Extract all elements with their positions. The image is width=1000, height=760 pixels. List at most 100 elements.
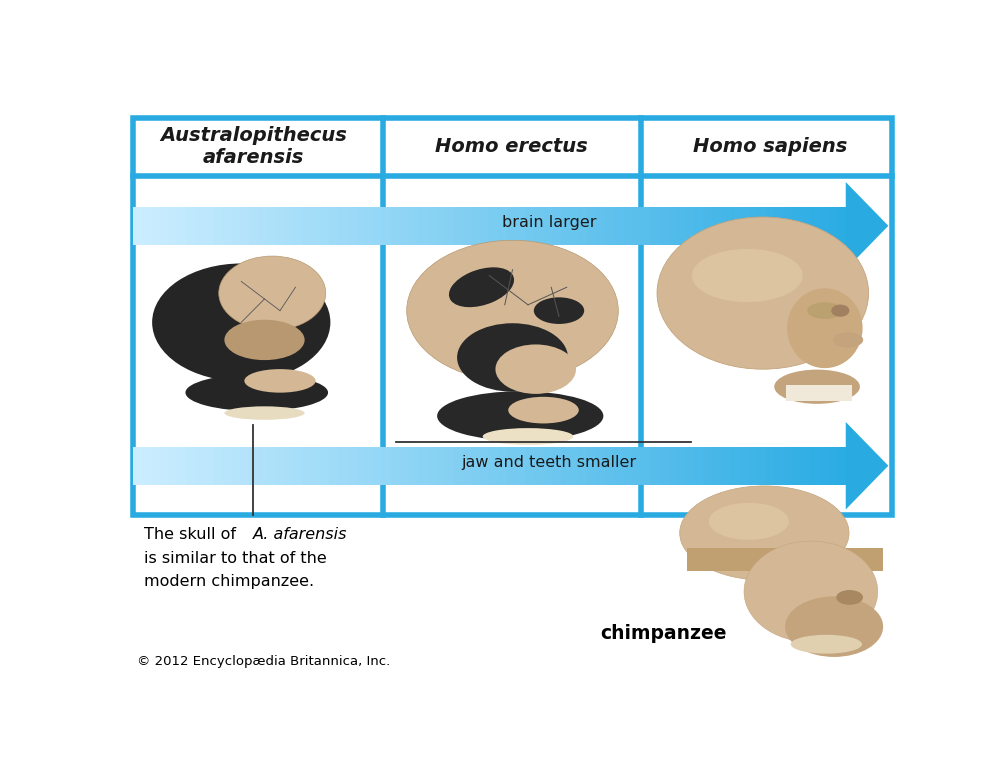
Bar	[659, 447, 668, 485]
Bar	[659, 207, 668, 245]
Bar	[249, 447, 258, 485]
Ellipse shape	[508, 397, 579, 423]
Bar	[177, 207, 187, 245]
Bar	[418, 447, 428, 485]
Bar	[311, 447, 321, 485]
Bar	[561, 447, 570, 485]
Bar	[757, 207, 766, 245]
Bar	[436, 207, 445, 245]
Bar	[168, 207, 178, 245]
Bar	[774, 447, 784, 485]
FancyBboxPatch shape	[133, 118, 892, 515]
Bar	[837, 447, 847, 485]
Bar	[507, 447, 517, 485]
Ellipse shape	[833, 332, 863, 347]
Bar	[668, 207, 677, 245]
Bar	[641, 447, 650, 485]
Bar	[748, 207, 757, 245]
Bar	[596, 447, 606, 485]
Bar	[266, 447, 276, 485]
Ellipse shape	[774, 369, 860, 404]
Bar	[159, 447, 169, 485]
Bar	[356, 447, 365, 485]
Bar	[347, 207, 356, 245]
Bar	[186, 447, 196, 485]
Bar	[266, 207, 276, 245]
Bar	[632, 207, 642, 245]
Ellipse shape	[483, 428, 573, 445]
Bar	[329, 207, 339, 245]
Bar	[569, 447, 579, 485]
Bar	[142, 447, 151, 485]
Bar	[801, 447, 811, 485]
Ellipse shape	[836, 590, 863, 605]
Ellipse shape	[244, 369, 316, 393]
Bar	[766, 207, 775, 245]
Bar	[605, 207, 615, 245]
Bar	[382, 207, 392, 245]
Bar	[454, 447, 463, 485]
Bar	[525, 447, 535, 485]
Bar	[240, 447, 249, 485]
Bar	[676, 207, 686, 245]
Bar	[730, 447, 740, 485]
Bar	[151, 207, 160, 245]
Bar	[694, 207, 704, 245]
Bar	[641, 207, 650, 245]
Bar	[454, 207, 463, 245]
Bar	[605, 447, 615, 485]
Bar	[730, 207, 740, 245]
Bar	[204, 207, 214, 245]
Bar	[534, 207, 544, 245]
Bar	[837, 207, 847, 245]
Ellipse shape	[787, 288, 863, 368]
Bar	[774, 207, 784, 245]
Ellipse shape	[185, 374, 328, 411]
Bar	[810, 447, 820, 485]
Bar	[213, 447, 223, 485]
Bar	[311, 207, 321, 245]
Bar	[810, 207, 820, 245]
Bar	[801, 207, 811, 245]
Polygon shape	[846, 422, 888, 509]
Bar	[703, 447, 713, 485]
Bar	[373, 447, 383, 485]
Bar	[302, 447, 312, 485]
Text: Homo erectus: Homo erectus	[435, 138, 588, 157]
Text: Australopithecus
afarensis: Australopithecus afarensis	[160, 126, 347, 167]
Bar	[338, 447, 347, 485]
Bar	[320, 207, 330, 245]
Bar	[133, 207, 142, 245]
Bar	[480, 207, 490, 245]
Ellipse shape	[831, 305, 849, 317]
Bar	[543, 447, 552, 485]
Bar	[766, 447, 775, 485]
Bar	[694, 447, 704, 485]
Bar	[650, 207, 659, 245]
Ellipse shape	[407, 240, 618, 381]
Bar	[792, 447, 802, 485]
Ellipse shape	[457, 323, 568, 391]
Bar	[293, 447, 303, 485]
Bar	[338, 207, 347, 245]
Ellipse shape	[495, 344, 576, 394]
Bar	[578, 447, 588, 485]
Bar	[587, 447, 597, 485]
Text: chimpanzee: chimpanzee	[600, 624, 727, 643]
Bar	[703, 207, 713, 245]
Bar	[293, 207, 303, 245]
Text: Homo sapiens: Homo sapiens	[693, 138, 848, 157]
Bar	[213, 207, 223, 245]
Bar	[195, 207, 205, 245]
Bar	[463, 207, 472, 245]
Bar	[489, 207, 499, 245]
Bar	[712, 207, 722, 245]
Bar	[258, 207, 267, 245]
Bar	[685, 447, 695, 485]
Bar	[320, 447, 330, 485]
Bar	[819, 447, 829, 485]
Bar	[159, 207, 169, 245]
Bar	[471, 207, 481, 245]
Bar	[391, 207, 401, 245]
Bar	[240, 207, 249, 245]
